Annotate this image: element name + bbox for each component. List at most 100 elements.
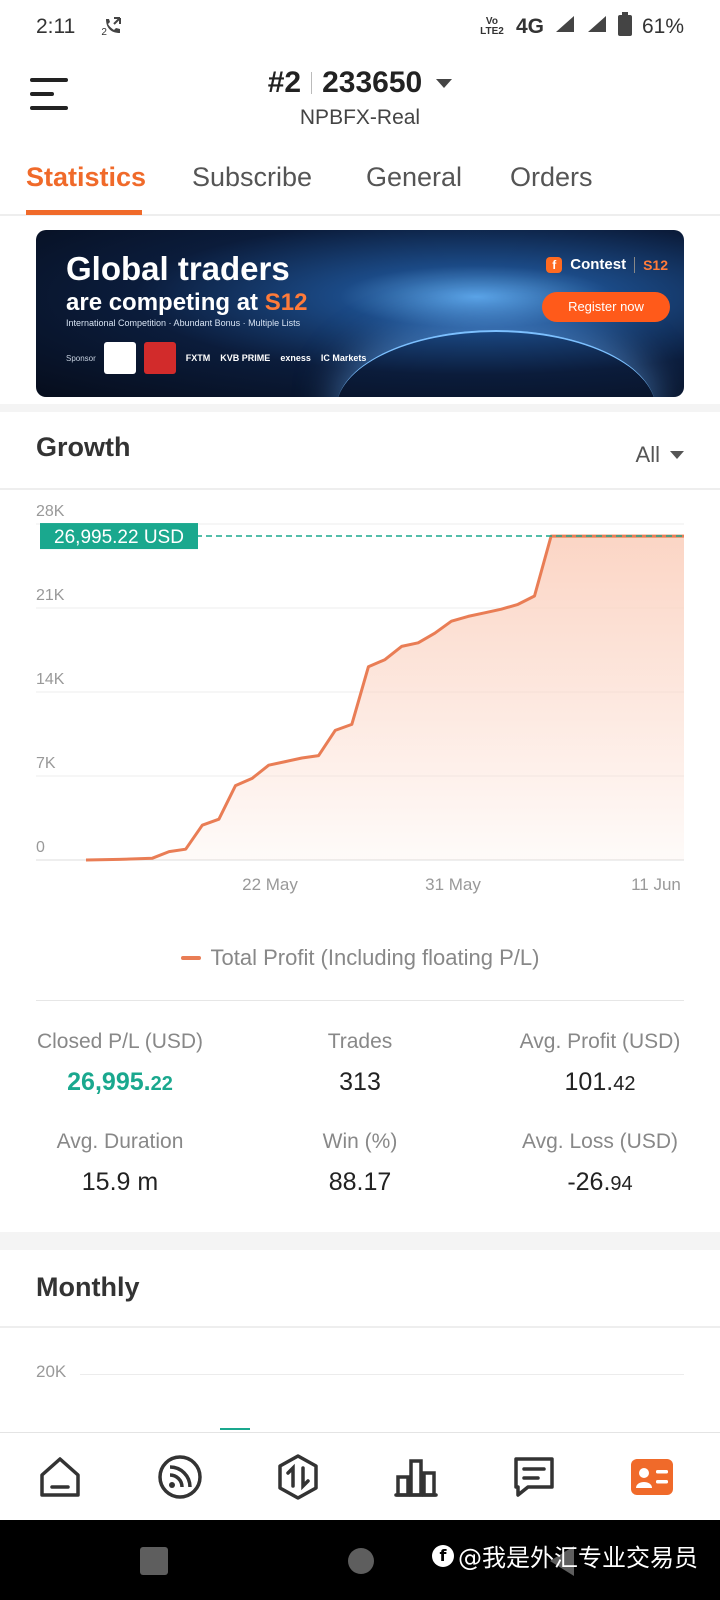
watermark: f @我是外汇专业交易员 (432, 1538, 698, 1573)
sponsor-row: Sponsor FXTM KVB PRIME exness IC Markets (66, 342, 366, 374)
stat-label: Trades (327, 1030, 393, 1053)
monthly-chart: 20K (0, 1330, 720, 1430)
call-forward-icon: 2 (101, 16, 122, 38)
x-tick-label: 11 Jun (631, 875, 681, 894)
account-server: NPBFX-Real (299, 106, 421, 129)
stat-value: 313 (339, 1068, 381, 1096)
tab-orders[interactable]: Orders (510, 162, 593, 192)
contest-label: f Contest S12 (546, 256, 668, 273)
y-tick-label: 28K (36, 503, 65, 520)
stat-avg-profit: Avg. Profit (USD) 101.42 (480, 1030, 720, 1097)
nav-profile-card-icon[interactable] (628, 1453, 676, 1501)
profit-area (86, 536, 684, 860)
nav-home-icon[interactable] (36, 1453, 84, 1501)
tab-statistics[interactable]: Statistics (26, 162, 147, 192)
range-select[interactable]: All (636, 442, 684, 468)
battery-icon (617, 12, 632, 42)
chevron-down-icon (436, 78, 453, 88)
stat-label: Avg. Loss (USD) (522, 1130, 678, 1153)
growth-title: Growth (36, 432, 131, 462)
banner-title-line2: are competing at S12 (66, 286, 307, 320)
sponsor-logo-red (143, 342, 176, 374)
stat-value-dec: 22 (150, 1073, 173, 1095)
register-now-button[interactable]: Register now (542, 292, 670, 322)
sponsor-name: exness (280, 353, 311, 363)
nav-trade-icon[interactable] (274, 1453, 322, 1501)
contest-banner[interactable]: Global traders are competing at S12 Inte… (36, 230, 684, 397)
stat-label: Win (%) (322, 1130, 398, 1153)
stat-label: Avg. Duration (56, 1130, 184, 1153)
section-gap (0, 1232, 720, 1250)
x-tick-label: 31 May (425, 875, 481, 894)
banner-title-text: are competing at (66, 289, 265, 316)
stat-value: 15.9 m (81, 1168, 159, 1196)
stat-value: 26,995.22 (0, 1068, 240, 1097)
current-value-label: 26,995.22 USD (54, 527, 184, 548)
status-time: 2:11 (36, 15, 76, 38)
legend-swatch (180, 956, 201, 960)
home-button[interactable] (348, 1548, 374, 1574)
stat-value-int: 101. (564, 1068, 614, 1096)
volte-icon: Vo LTE2 (480, 16, 504, 37)
banner-title-brand: S12 (264, 289, 308, 316)
section-gap (0, 404, 720, 412)
stat-value: -26.94 (480, 1168, 720, 1197)
chart-legend[interactable]: Total Profit (Including floating P/L) (0, 945, 720, 971)
y-tick-label: 21K (36, 587, 65, 604)
account-selector[interactable]: #2 233650 (0, 66, 720, 100)
contest-text: Contest (570, 256, 627, 273)
stat-value-dec: 94 (610, 1173, 633, 1195)
stat-value: 88.17 (328, 1168, 392, 1196)
nav-feed-icon[interactable] (156, 1453, 204, 1501)
bottom-nav (0, 1432, 720, 1520)
y-tick-label: 0 (36, 839, 45, 856)
stat-value-int: -26. (567, 1168, 611, 1196)
app-header: #2 233650 NPBFX-Real (0, 58, 720, 138)
recent-apps-button[interactable] (140, 1547, 168, 1575)
stat-value-int: 26,995. (67, 1068, 151, 1096)
watermark-text: @我是外汇专业交易员 (458, 1544, 698, 1572)
menu-icon[interactable] (30, 78, 70, 114)
x-tick-label: 22 May (242, 875, 298, 894)
stat-value-dec: 42 (613, 1073, 636, 1095)
contest-logo-icon: f (546, 256, 563, 273)
tab-bar: Statistics Subscribe General Orders (0, 150, 720, 216)
nav-chart-icon[interactable] (392, 1453, 440, 1501)
chevron-down-icon (670, 451, 684, 459)
stat-avg-duration: Avg. Duration 15.9 m (0, 1130, 240, 1197)
account-rank: #2 (267, 66, 302, 99)
banner-subtitle: International Competition · Abundant Bon… (66, 318, 301, 328)
legend-label: Total Profit (Including floating P/L) (210, 945, 540, 970)
title-separator (311, 72, 313, 94)
signal-icon (554, 14, 576, 40)
stat-closed-pl: Closed P/L (USD) 26,995.22 (0, 1030, 240, 1097)
divider (36, 1000, 684, 1001)
tab-general[interactable]: General (366, 162, 463, 192)
contest-brand: S12 (634, 256, 668, 273)
monthly-bar (220, 1428, 250, 1430)
range-select-value: All (635, 442, 660, 467)
nav-message-icon[interactable] (510, 1453, 558, 1501)
sponsor-logo-doo-prime (103, 342, 136, 374)
sponsor-name: FXTM (185, 353, 211, 363)
active-tab-indicator (26, 210, 142, 215)
back-button[interactable] (550, 1546, 574, 1576)
growth-chart: 0 7K 14K 21K 28K 26,995.22 USD 22 May 31 May 11 … (36, 503, 684, 894)
system-nav-bar: f @我是外汇专业交易员 (0, 1520, 720, 1600)
sponsor-name: KVB PRIME (220, 353, 271, 363)
monthly-header: Monthly (0, 1250, 720, 1328)
status-bar: 2:11 2 Vo LTE2 4G 61% (0, 0, 720, 54)
banner-title: Global traders are competing at S12 (66, 252, 307, 320)
stat-win-rate: Win (%) 88.17 (240, 1130, 480, 1197)
stat-label: Closed P/L (USD) (36, 1030, 204, 1053)
network-type: 4G (515, 15, 544, 38)
stat-label: Avg. Profit (USD) (519, 1030, 681, 1053)
banner-title-line1: Global traders (66, 250, 290, 287)
tab-subscribe[interactable]: Subscribe (192, 162, 313, 192)
signal-icon-2 (586, 14, 608, 40)
monthly-title: Monthly (36, 1272, 140, 1302)
y-tick-label: 14K (36, 671, 65, 688)
globe-graphic (336, 330, 656, 397)
facebook-icon: f (432, 1544, 454, 1567)
battery-percent: 61% (641, 15, 684, 38)
